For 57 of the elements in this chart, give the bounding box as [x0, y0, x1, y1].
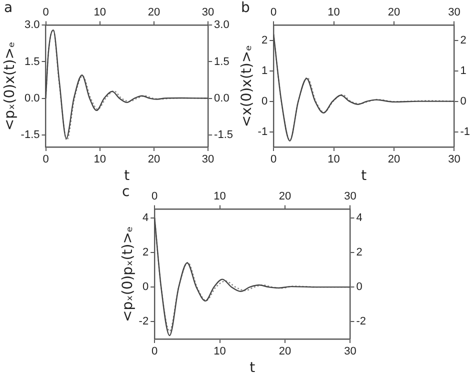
- x2-tick-label: 0: [270, 6, 277, 19]
- y2-tick-label: 0.0: [214, 92, 230, 104]
- y2-tick-label: -1.5: [214, 128, 234, 141]
- x-tick-label: 30: [202, 154, 214, 166]
- y-tick-label: -1: [258, 126, 268, 138]
- y-tick-label: -2: [138, 316, 149, 328]
- x-tick-label: 0: [42, 154, 49, 166]
- y2-tick-label: 2: [460, 34, 466, 46]
- y-tick-label: 2: [261, 34, 268, 46]
- x2-tick-label: 20: [148, 6, 160, 19]
- x-tick-label: 0: [270, 154, 277, 166]
- y-axis-title: <x(0)x(t)>ₑ: [239, 45, 256, 128]
- y2-tick-label: -2: [356, 316, 366, 328]
- y-tick-label: 4: [142, 212, 149, 224]
- y-axis-title: <pₓ(0)x(t)>ₑ: [2, 42, 18, 131]
- y2-tick-label: 2: [356, 246, 362, 258]
- y-tick-label: 1.5: [24, 56, 40, 68]
- chart-title: a: [4, 0, 13, 16]
- x2-tick-label: 30: [344, 346, 356, 358]
- y2-tick-label: 4: [356, 212, 362, 224]
- chart-title: b: [241, 0, 250, 16]
- y2-tick-label: 0: [356, 281, 362, 294]
- y2-tick-label: 1: [460, 64, 466, 77]
- y2-tick-label: 1.5: [214, 56, 230, 68]
- x2-tick-label: 30: [202, 6, 214, 19]
- x2-tick-label: 20: [278, 346, 292, 358]
- x2-tick-label: 0: [152, 346, 158, 358]
- y-tick-label: 3.0: [24, 19, 40, 32]
- y2-tick-label: 3.0: [214, 19, 230, 32]
- x-axis-title: t: [361, 168, 368, 184]
- x-tick-label: 20: [148, 154, 160, 166]
- x-tick-label: 10: [328, 154, 340, 166]
- chart-title: c: [122, 184, 130, 200]
- x2-tick-label: 20: [388, 6, 400, 19]
- y2-tick-label: 0: [460, 95, 466, 108]
- y-tick-label: 2: [142, 246, 149, 258]
- x2-tick-label: 10: [94, 6, 106, 19]
- x2-tick-label: 10: [328, 6, 340, 19]
- x-tick-label: 10: [214, 190, 226, 203]
- x2-tick-label: 0: [42, 6, 49, 19]
- x-tick-label: 20: [388, 154, 400, 166]
- y-axis-title: <pₓ(0)pₓ(t)>ₑ: [120, 226, 136, 322]
- y-tick-label: 0: [261, 95, 268, 108]
- x-tick-label: 20: [278, 190, 292, 203]
- x-tick-label: 30: [448, 154, 460, 166]
- y-tick-label: 0: [142, 281, 149, 294]
- y2-tick-label: -1: [460, 126, 470, 138]
- y-tick-label: 1: [261, 64, 268, 77]
- x2-tick-label: 30: [448, 6, 460, 19]
- y-tick-label: 0.0: [24, 92, 40, 104]
- x-tick-label: 0: [152, 190, 158, 203]
- y-tick-label: -1.5: [20, 128, 40, 141]
- x-axis-title: t: [124, 168, 130, 184]
- x-axis-title: t: [250, 360, 256, 376]
- x-tick-label: 30: [344, 190, 356, 203]
- x-tick-label: 10: [94, 154, 106, 166]
- x2-tick-label: 10: [214, 346, 226, 358]
